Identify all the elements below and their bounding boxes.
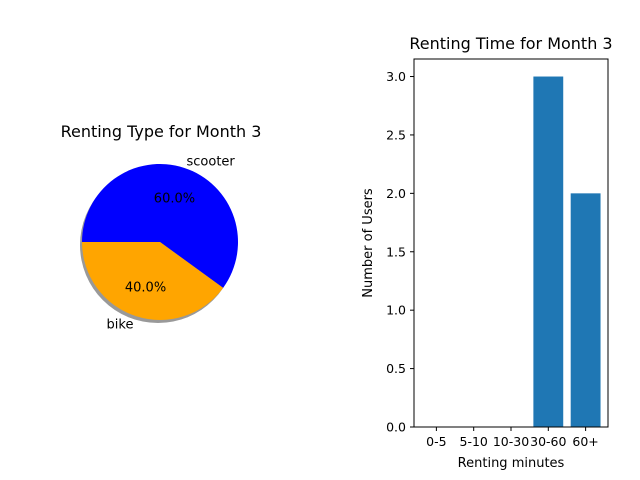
y-tick-label: 1.5	[386, 244, 406, 259]
bar-60+	[570, 193, 601, 427]
y-axis-ticks: 0.0 0.5 1.0 1.5 2.0 2.5 3.0	[386, 69, 414, 435]
x-tick-label: 10-30	[493, 434, 529, 449]
pie-label-bike: bike	[107, 318, 134, 333]
pie-pct-bike: 40.0%	[125, 281, 166, 296]
bar-title: Renting Time for Month 3	[409, 34, 612, 53]
y-axis-label: Number of Users	[361, 188, 376, 298]
bar-chart: Renting Time for Month 3 0.0 0.5 1.0 1.5 2.0…	[361, 34, 613, 471]
x-axis-ticks: 0-5 5-10 10-30 30-60 60+	[426, 427, 599, 449]
y-tick-label: 2.0	[386, 186, 406, 201]
y-tick-label: 0.5	[386, 361, 406, 376]
x-tick-label: 30-60	[530, 434, 566, 449]
x-tick-label: 0-5	[426, 434, 446, 449]
pie-slice-scooter	[82, 164, 238, 288]
x-tick-label: 5-10	[460, 434, 488, 449]
pie-label-scooter: scooter	[187, 154, 236, 169]
pie-pct-scooter: 60.0%	[154, 191, 195, 206]
bars	[533, 76, 601, 428]
y-tick-label: 1.0	[386, 303, 406, 318]
y-tick-label: 3.0	[386, 69, 406, 84]
pie-title: Renting Type for Month 3	[61, 122, 262, 141]
y-tick-label: 2.5	[386, 127, 406, 142]
pie-slices: scooter 60.0% bike 40.0%	[80, 154, 238, 333]
y-tick-label: 0.0	[386, 420, 406, 435]
pie-chart: Renting Type for Month 3 scooter 60.0% bik…	[61, 122, 262, 333]
bar-30-60	[533, 76, 564, 428]
pie-slice-bike	[82, 242, 224, 321]
x-axis-label: Renting minutes	[458, 456, 565, 471]
x-tick-label: 60+	[572, 434, 598, 449]
